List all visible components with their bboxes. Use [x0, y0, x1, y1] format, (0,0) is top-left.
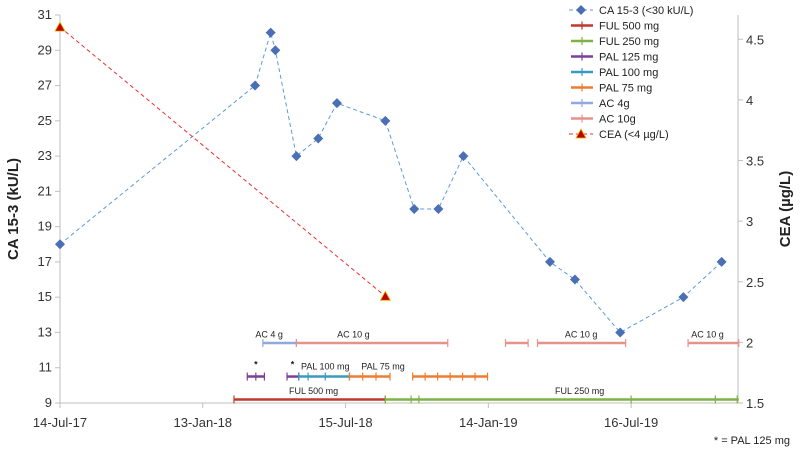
treatments-layer — [233, 339, 740, 404]
legend-label: PAL 75 mg — [599, 83, 652, 95]
y-left-tick-label: 13 — [38, 324, 52, 339]
ca153-point — [250, 80, 261, 91]
ca153-point — [291, 151, 302, 162]
ca153-point — [270, 45, 281, 56]
ca153-point — [569, 274, 580, 285]
y-left-tick-label: 19 — [38, 219, 52, 234]
y-right-tick-label: 1.5 — [746, 396, 764, 411]
treatment-label: PAL 75 mg — [361, 361, 405, 371]
ca153-point — [458, 151, 469, 162]
treatment-label: AC 10 g — [565, 330, 598, 340]
legend-marker — [575, 128, 587, 139]
y-left-tick-label: 31 — [38, 7, 52, 22]
legend-entry: FUL 250 mg — [571, 36, 659, 48]
ca153-point — [380, 115, 391, 126]
ca153-point — [313, 133, 324, 144]
y-left-tick-label: 9 — [45, 395, 52, 410]
ca153-point — [544, 256, 555, 267]
x-tick-label: 13-Jan-18 — [174, 415, 233, 430]
legend-label: PAL 100 mg — [599, 67, 658, 79]
labels-layer: AC 4 g AC 10 g AC 10 g AC 10 g PAL 100 mg PAL… — [254, 330, 790, 447]
series-line — [59, 26, 386, 297]
x-tick-label: 16-Jul-19 — [604, 415, 658, 430]
legend-layer: CA 15-3 (<30 kU/L) FUL 500 mg FUL 250 mg PA… — [569, 5, 693, 141]
legend-entry: FUL 500 mg — [571, 21, 659, 33]
treatment-label: AC 4 g — [255, 330, 283, 340]
y-right-tick-label: 3 — [746, 214, 753, 229]
treatment-label: AC 10 g — [691, 330, 724, 340]
ca153-point — [331, 98, 342, 109]
y-left-tick-label: 27 — [38, 78, 52, 93]
treatment-label: PAL 100 mg — [301, 361, 350, 371]
legend-label: AC 10g — [599, 114, 636, 126]
treatment-label: FUL 250 mg — [555, 386, 604, 396]
axes-layer: 9 11 13 15 17 19 21 23 25 27 29 31 1.5 2 2.5 3 3.5 4 4.5 14… — [5, 7, 794, 430]
legend-label: FUL 250 mg — [599, 36, 659, 48]
y-left-title: CA 15-3 (kU/L) — [5, 158, 22, 260]
series-line — [59, 30, 722, 334]
cea-point — [54, 21, 66, 32]
series-layer — [54, 21, 727, 338]
legend-entry: CEA (<4 µg/L) — [569, 128, 669, 141]
y-left-tick-label: 23 — [38, 148, 52, 163]
legend-entry: AC 4g — [571, 98, 630, 110]
y-right-tick-label: 4 — [746, 93, 753, 108]
x-tick-label: 15-Jul-18 — [318, 415, 372, 430]
legend-label: AC 4g — [599, 98, 630, 110]
y-right-tick-label: 2 — [746, 335, 753, 350]
legend-label: FUL 500 mg — [599, 21, 659, 33]
y-left-tick-label: 15 — [38, 289, 52, 304]
y-right-tick-label: 3.5 — [746, 154, 764, 169]
ca153-point — [433, 204, 444, 214]
x-tick-label: 14-Jan-19 — [459, 415, 518, 430]
y-left-tick-label: 17 — [38, 254, 52, 269]
asterisk-label: * — [254, 360, 258, 370]
legend-label: PAL 125 mg — [599, 52, 658, 64]
legend-label: CEA (<4 µg/L) — [599, 129, 669, 141]
ca153-point — [678, 292, 689, 303]
legend-entry: PAL 100 mg — [571, 67, 658, 79]
cea-point — [379, 290, 392, 301]
ca153-point — [265, 27, 276, 38]
ca153-point — [615, 327, 626, 338]
y-left-tick-label: 11 — [39, 360, 53, 375]
y-left-tick-label: 29 — [38, 42, 52, 57]
legend-entry: AC 10g — [571, 114, 636, 126]
footnote: * = PAL 125 mg — [714, 435, 790, 447]
legend-label: CA 15-3 (<30 kU/L) — [599, 5, 693, 17]
treatment-label: FUL 500 mg — [289, 386, 338, 396]
y-left-tick-label: 25 — [38, 113, 52, 128]
x-tick-label: 14-Jul-17 — [33, 415, 87, 430]
ca153-point — [55, 239, 65, 250]
asterisk-label: * — [291, 360, 295, 370]
y-right-title: CEA (µg/L) — [777, 171, 794, 247]
ca153-point — [716, 256, 727, 267]
legend-entry: PAL 125 mg — [571, 52, 658, 64]
treatment-label: AC 10 g — [337, 330, 370, 340]
y-right-tick-label: 4.5 — [746, 32, 764, 47]
legend-entry: CA 15-3 (<30 kU/L) — [569, 5, 693, 17]
legend-marker — [576, 5, 586, 15]
ca153-point — [409, 204, 420, 214]
y-right-tick-label: 2.5 — [746, 275, 764, 290]
legend-entry: PAL 75 mg — [571, 83, 652, 95]
y-left-tick-label: 21 — [38, 183, 52, 198]
